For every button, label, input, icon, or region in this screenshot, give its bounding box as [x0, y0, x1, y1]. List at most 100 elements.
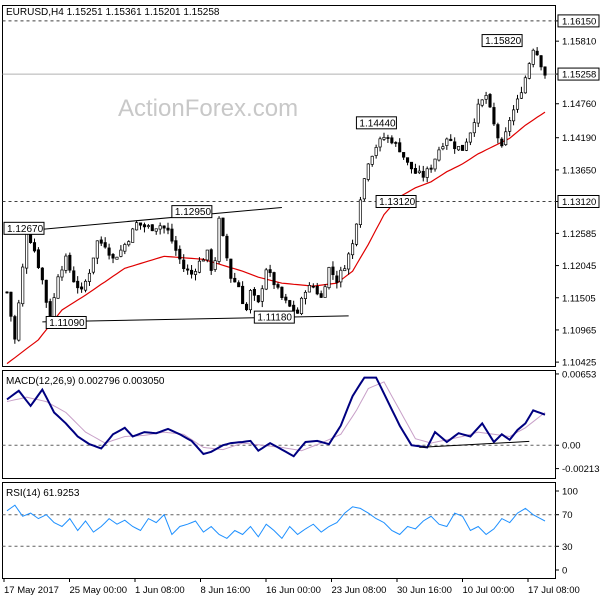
price-tick-label: 1.16150: [562, 16, 596, 27]
candle-body: [519, 92, 523, 99]
candle-body: [72, 270, 76, 283]
candle-body: [366, 163, 370, 180]
candle-body: [268, 269, 272, 274]
annotation-box: [481, 34, 523, 48]
macd-tick-label: 0.00: [562, 441, 581, 452]
macd-trendline: [419, 440, 530, 448]
rsi-tick-label: 30: [562, 542, 573, 553]
candle-body: [68, 254, 72, 271]
price-annotation: 1.13120: [375, 194, 417, 208]
candle-body: [32, 242, 37, 252]
candle-body: [115, 256, 119, 260]
candle-body: [472, 122, 476, 134]
candle-body: [111, 254, 115, 259]
candle-body: [441, 146, 445, 150]
candle-body: [80, 286, 84, 290]
candle-body: [135, 222, 139, 231]
candle-body: [131, 228, 135, 243]
price-annotation: 1.11090: [45, 315, 87, 329]
candle-body: [13, 316, 17, 340]
candle-body: [464, 141, 469, 151]
candle-body: [382, 137, 386, 140]
price-tick-label: 1.10425: [562, 358, 596, 369]
candle-body: [484, 95, 488, 100]
annotation-label: 1.15820: [485, 36, 522, 47]
candle-body: [217, 217, 221, 262]
candle-body: [40, 267, 44, 281]
macd-tick-label: -0.002138: [562, 464, 600, 475]
price-tick-label: 1.13120: [562, 197, 596, 208]
annotation-box: [375, 194, 417, 208]
candle-body: [248, 290, 253, 311]
candle-body: [158, 225, 162, 230]
price-panel-frame: [2, 5, 556, 367]
candle-body: [186, 268, 190, 271]
rsi-axis: 100 70 30 0: [555, 487, 578, 577]
candle-body: [260, 288, 264, 302]
candle-body: [233, 277, 237, 283]
candle-body: [205, 249, 209, 261]
time-tick-label: 23 Jun 08:00: [332, 585, 387, 596]
candle-body: [354, 223, 359, 245]
candle-body: [512, 109, 516, 122]
candle-body: [515, 98, 520, 110]
candle-body: [221, 217, 225, 236]
candle-body: [280, 286, 284, 298]
candle-body: [327, 267, 331, 289]
rsi-line: [6, 504, 546, 540]
candle-body: [272, 272, 276, 286]
candle-body: [523, 77, 527, 94]
moving-average: [6, 111, 546, 365]
time-tick-label: 17 Jul 08:00: [528, 585, 580, 596]
time-tick-label: 10 Jul 00:00: [463, 585, 515, 596]
candle-body: [123, 244, 127, 252]
annotation-label: 1.12950: [175, 207, 212, 218]
candle-body: [264, 269, 268, 290]
candle-body: [453, 141, 457, 150]
candle-body: [476, 103, 480, 124]
candle-body: [319, 293, 323, 298]
candle-body: [508, 120, 512, 132]
candle-body: [323, 286, 327, 298]
candle-body: [76, 280, 80, 289]
rsi-tick-label: 100: [562, 487, 578, 498]
candle-body: [347, 253, 351, 270]
candle-body: [213, 260, 217, 270]
annotation-box: [3, 221, 45, 235]
candle-body: [17, 302, 21, 341]
candle-body: [21, 266, 25, 305]
annotation-box: [45, 315, 87, 329]
candle-body: [496, 124, 500, 139]
candle-body: [284, 296, 288, 301]
candle-body: [44, 279, 48, 303]
candles: [5, 47, 547, 344]
candle-body: [5, 291, 9, 294]
annotation-box: [355, 116, 397, 130]
time-tick-label: 1 Jun 08:00: [135, 585, 185, 596]
candle-body: [276, 284, 280, 288]
price-annotations: 1.12670 1.11090 1.12950 1.11180 1.14440 1.131…: [3, 34, 523, 329]
price-tick-label: 1.14760: [562, 99, 596, 110]
annotation-label: 1.12670: [7, 224, 44, 235]
price-annotation: 1.12950: [171, 205, 213, 219]
rsi-indicator: [2, 504, 556, 547]
candle-body: [539, 55, 543, 68]
candle-body: [36, 249, 40, 268]
candle-body: [315, 285, 319, 295]
candle-body: [190, 269, 194, 275]
candle-body: [229, 258, 233, 279]
annotation-label: 1.11090: [49, 318, 85, 329]
macd-tick-label: 0.00653: [562, 369, 596, 380]
candle-body: [492, 107, 496, 125]
candle-body: [307, 285, 311, 293]
candle-body: [99, 239, 103, 244]
macd-indicator: [2, 376, 556, 458]
time-tick-label: 25 May 00:00: [70, 585, 128, 596]
annotation-label: 1.14440: [359, 118, 396, 129]
candle-body: [488, 94, 492, 108]
symbol-header: EURUSD,H4 1.15251 1.15361 1.15201 1.1525…: [6, 7, 220, 18]
time-tick-label: 17 May 2017: [4, 585, 59, 596]
candle-body: [209, 249, 213, 271]
candle-body: [531, 49, 535, 65]
